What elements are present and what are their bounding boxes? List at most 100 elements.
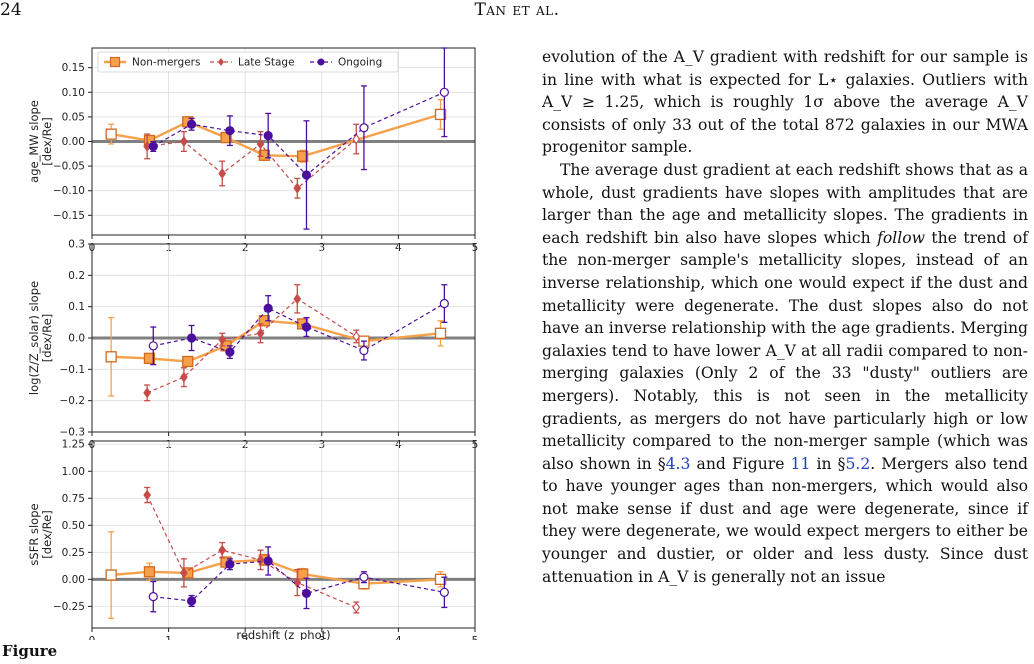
data-point-circle xyxy=(148,141,158,152)
panel-3: 1.25 1.00 0.75 0.50 0.25 0.00 −0.25 0 1 2 3 4 5 sSFR … xyxy=(27,439,478,640)
paragraph-2: The average dust gradient at each redshi… xyxy=(542,159,1028,588)
series-ongoing xyxy=(148,546,449,613)
data-point-circle xyxy=(301,170,312,180)
y-tick-label: −0.25 xyxy=(53,601,85,613)
data-point-diamond xyxy=(218,334,227,346)
legend: Non-mergers Late Stage Ongoing xyxy=(97,51,399,73)
paragraph-2-part-b: the trend of the non-merger sample's met… xyxy=(542,228,1029,473)
y-tick-label: −0.3 xyxy=(60,427,86,439)
series-line xyxy=(111,558,441,585)
data-point-diamond xyxy=(180,136,188,147)
data-point-circle xyxy=(301,588,312,599)
series-late-stage xyxy=(143,486,361,614)
section-ref-4-3[interactable]: 4.3 xyxy=(665,454,691,473)
x-tick-label: 1 xyxy=(165,635,172,640)
y-axis-label: log(Z/Z_solar) slope xyxy=(27,281,41,395)
data-point-circle xyxy=(439,87,449,97)
series-line xyxy=(146,298,357,394)
data-point-diamond xyxy=(256,327,265,339)
data-point-diamond xyxy=(293,293,302,305)
data-point-circle xyxy=(359,123,369,133)
data-point-circle xyxy=(186,333,197,343)
data-point-square xyxy=(182,355,194,368)
y-tick-label: 0.3 xyxy=(68,239,85,251)
figure-ref-11[interactable]: 11 xyxy=(790,454,811,473)
legend-marker xyxy=(317,58,325,66)
y-tick-label: 0.15 xyxy=(62,62,85,74)
y-axis-label-units: [dex/Re] xyxy=(40,314,54,362)
data-point-diamond xyxy=(218,168,227,179)
paragraph-1: evolution of the A_V gradient with redsh… xyxy=(542,48,1028,157)
figure-caption-fragment: Figure xyxy=(2,642,58,660)
data-point-diamond xyxy=(256,554,265,566)
data-point-square xyxy=(434,108,447,121)
x-tick-label: 3 xyxy=(318,635,325,640)
y-tick-label: −0.05 xyxy=(53,161,85,173)
paragraph-2-italic: follow xyxy=(877,228,925,247)
data-point-diamond xyxy=(352,330,361,342)
series-non-mergers xyxy=(105,531,447,619)
data-point-square xyxy=(143,352,156,365)
y-tick-label: 0.1 xyxy=(68,301,85,313)
data-point-square xyxy=(434,573,447,586)
data-point-circle xyxy=(359,572,369,582)
data-point-circle xyxy=(263,556,273,566)
y-tick-label: 1.25 xyxy=(62,439,85,451)
data-point-square xyxy=(105,569,117,581)
y-tick-label: 0.2 xyxy=(68,270,85,282)
gradient-slope-figure: 0.15 0.10 0.05 0.00 −0.05 −0.10 −0.15 0 1 2 3 4 5 age… xyxy=(27,47,478,640)
data-point-square xyxy=(143,566,156,578)
data-point-square xyxy=(296,568,309,580)
x-tick-label: 4 xyxy=(395,635,402,640)
data-point-diamond xyxy=(218,544,227,556)
data-point-diamond xyxy=(352,133,361,145)
data-point-circle xyxy=(148,592,158,602)
data-point-circle xyxy=(301,322,312,332)
y-tick-label: 0.25 xyxy=(62,547,85,559)
y-tick-label: 0.00 xyxy=(62,574,85,586)
data-point-diamond xyxy=(256,138,265,150)
legend-label: Non-mergers xyxy=(132,57,200,69)
legend-box xyxy=(97,51,399,73)
data-point-square xyxy=(105,351,117,363)
data-point-circle xyxy=(439,587,449,597)
data-point-diamond xyxy=(143,489,152,501)
x-tick-label: 0 xyxy=(89,635,96,640)
series-line xyxy=(146,494,357,609)
data-point-diamond xyxy=(352,602,361,613)
series-line xyxy=(111,113,441,158)
x-tick-label: 5 xyxy=(472,635,479,640)
data-point-circle xyxy=(263,130,273,141)
y-tick-label: 0.50 xyxy=(62,520,85,532)
y-tick-label: −0.1 xyxy=(60,364,86,376)
x-tick-label: 2 xyxy=(242,635,249,640)
series-late-stage xyxy=(143,123,361,199)
data-point-diamond xyxy=(143,387,152,399)
legend-marker xyxy=(109,56,121,68)
data-point-diamond xyxy=(180,567,188,579)
data-point-circle xyxy=(186,119,197,129)
data-point-circle xyxy=(225,559,235,569)
data-point-square xyxy=(105,128,117,140)
y-axis-label: age_MW slope xyxy=(27,100,41,183)
section-ref-5-2[interactable]: 5.2 xyxy=(845,454,871,473)
data-point-diamond xyxy=(293,182,302,194)
y-axis-label-units: [dex/Re] xyxy=(40,117,54,165)
y-tick-label: −0.2 xyxy=(60,395,86,407)
data-point-diamond xyxy=(293,577,302,589)
y-tick-label: 0.00 xyxy=(62,136,85,148)
legend-label: Ongoing xyxy=(338,57,382,69)
y-tick-label: 1.00 xyxy=(62,466,85,478)
series-non-mergers xyxy=(105,99,447,163)
page-number: 24 xyxy=(0,0,22,20)
y-tick-label: −0.10 xyxy=(53,185,85,197)
panel-2: 0.30.20.10.0−0.1−0.2−0.30 1 2 3 4 5log(Z/Z_so… xyxy=(27,239,478,452)
data-point-circle xyxy=(148,341,158,351)
x-axis-label: redshift (z_phot) xyxy=(236,628,330,640)
paragraph-2-part-a: The average dust gradient at each redshi… xyxy=(542,160,1028,247)
y-tick-label: 0.05 xyxy=(62,111,85,123)
series-line xyxy=(147,138,357,190)
data-point-square xyxy=(296,150,309,162)
data-point-diamond xyxy=(180,371,188,383)
y-axis-label-units: [dex/Re] xyxy=(40,510,54,558)
